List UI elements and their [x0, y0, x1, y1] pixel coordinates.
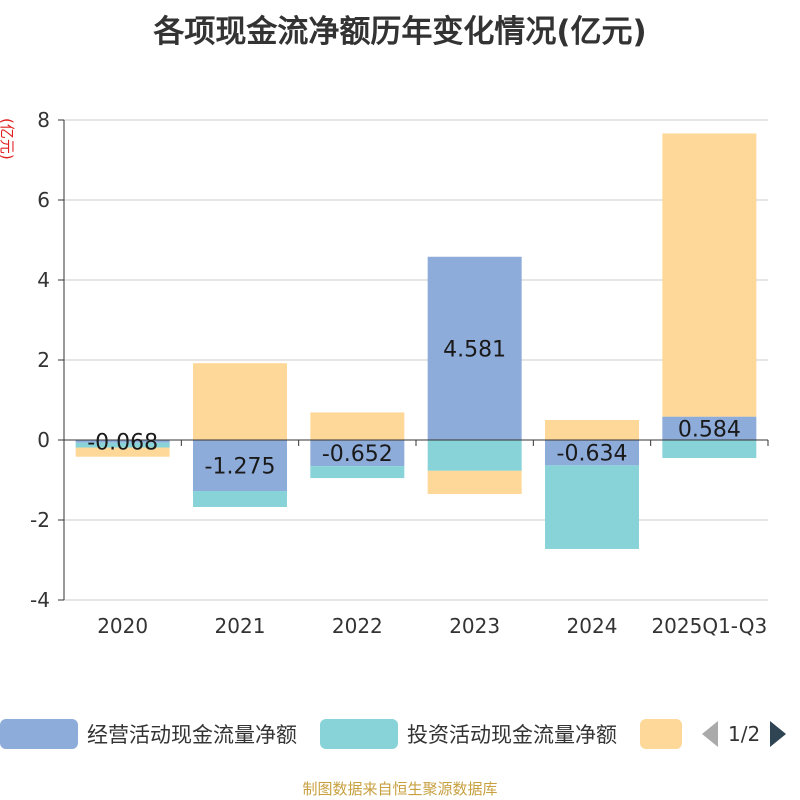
data-label: 0.584 — [678, 417, 741, 442]
legend-label-operating: 经营活动现金流量净额 — [87, 723, 297, 747]
data-label: -0.634 — [557, 442, 628, 467]
bar-series0-2020 — [75, 440, 170, 443]
bar-series1-2025Q1-Q3 — [662, 440, 757, 458]
y-tick-label: 2 — [37, 348, 50, 372]
y-tick-label: 8 — [37, 108, 50, 132]
legend-item-financing[interactable] — [640, 716, 682, 752]
x-tick-label: 2025Q1-Q3 — [651, 614, 767, 638]
x-tick-label: 2024 — [567, 614, 618, 638]
y-tick-label: 6 — [37, 188, 50, 212]
bar-series2-2023 — [427, 470, 522, 494]
y-tick-label: -2 — [30, 508, 50, 532]
chart-title: 各项现金流净额历年变化情况(亿元) — [153, 14, 647, 50]
pager-next-icon[interactable] — [768, 719, 788, 749]
bar-series1-2024 — [545, 465, 639, 549]
legend-item-investing[interactable]: 投资活动现金流量净额 — [320, 716, 617, 752]
bar-series1-2020 — [75, 442, 170, 448]
data-label: -1.275 — [205, 455, 276, 480]
y-tick-label: -4 — [30, 588, 50, 612]
legend-pager: 1/2 — [700, 716, 788, 752]
bar-series2-2022 — [310, 412, 405, 440]
chart-area: -4 -2 0 2 4 6 8 2020 2021 2022 2023 2024 2025Q1-Q3 -0… — [30, 108, 769, 638]
bar-series0-2024 — [545, 440, 639, 466]
x-tick-label: 2023 — [449, 614, 500, 638]
legend: 经营活动现金流量净额 投资活动现金流量净额 1/2 — [0, 716, 800, 756]
bar-series2-2024 — [545, 420, 639, 440]
bar-series0-2025Q1-Q3 — [662, 416, 757, 440]
bar-series2-2020 — [75, 447, 170, 457]
source-footer: 制图数据来自恒生聚源数据库 — [302, 780, 498, 798]
bar-series1-2023 — [427, 440, 522, 471]
bar-series0-2021 — [193, 440, 287, 491]
bar-series1-2021 — [193, 491, 287, 507]
x-tick-label: 2022 — [332, 614, 383, 638]
bar-series2-2021 — [193, 363, 287, 440]
legend-swatch-financing — [640, 719, 682, 749]
data-label: -0.068 — [87, 430, 158, 455]
y-tick-label: 0 — [37, 428, 50, 452]
bar-series1-2022 — [310, 466, 405, 479]
legend-page-indicator: 1/2 — [728, 722, 761, 746]
bar-series2-2025Q1-Q3 — [662, 133, 757, 417]
x-tick-label: 2021 — [215, 614, 266, 638]
data-label: 4.581 — [443, 337, 506, 362]
y-tick-label: 4 — [37, 268, 50, 292]
data-label: -0.652 — [322, 442, 393, 467]
legend-swatch-operating — [0, 719, 78, 749]
legend-swatch-investing — [320, 719, 398, 749]
legend-item-operating[interactable]: 经营活动现金流量净额 — [0, 716, 297, 752]
bar-series0-2022 — [310, 440, 405, 467]
pager-prev-icon[interactable] — [700, 719, 720, 749]
x-tick-label: 2020 — [97, 614, 148, 638]
legend-label-investing: 投资活动现金流量净额 — [407, 723, 617, 747]
bar-series0-2023 — [427, 256, 522, 440]
